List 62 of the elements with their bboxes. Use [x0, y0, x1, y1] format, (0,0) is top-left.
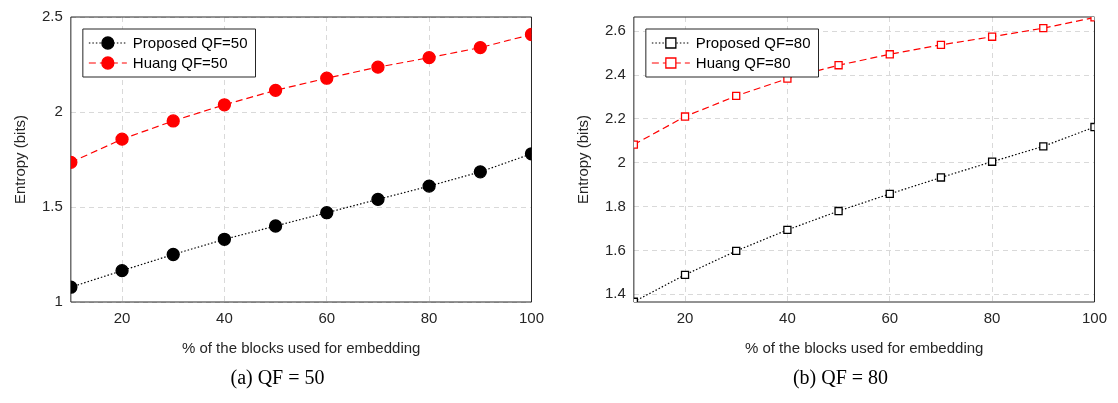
y-tick-label: 2.4 [604, 65, 626, 83]
x-tick-label: 60 [880, 309, 898, 327]
x-axis-title: % of the blocks used for embedding [744, 339, 983, 357]
y-axis-title: Entropy (bits) [573, 114, 591, 205]
point [114, 264, 129, 278]
point [114, 132, 129, 146]
x-tick-label: 100 [518, 309, 544, 327]
point [217, 98, 231, 112]
y-tick-label: 1 [54, 292, 63, 310]
y-tick-label: 1.8 [604, 196, 626, 214]
point [987, 32, 996, 41]
point [473, 40, 487, 55]
point [421, 51, 436, 65]
y-tick-label: 2.5 [41, 7, 63, 25]
y-tick-label: 2.2 [604, 109, 626, 127]
y-tick-label: 1.4 [604, 284, 626, 302]
point [731, 91, 740, 101]
point [217, 232, 231, 246]
point [782, 225, 792, 235]
legend-label: Proposed QF=80 [695, 34, 811, 52]
y-tick-label: 2 [54, 102, 63, 120]
point [166, 114, 180, 128]
point [370, 192, 385, 207]
point [936, 173, 945, 182]
point [936, 40, 945, 50]
x-tick-label: 80 [983, 309, 1000, 327]
point [268, 83, 282, 97]
point [987, 157, 996, 166]
x-tick-label: 20 [113, 309, 130, 327]
point [731, 246, 740, 256]
point [473, 165, 487, 179]
y-tick-label: 1.5 [41, 197, 63, 215]
x-tick-label: 100 [1081, 309, 1107, 327]
point [1038, 24, 1047, 33]
point [319, 71, 333, 85]
x-tick-label: 80 [420, 309, 437, 327]
x-axis-title: % of the blocks used for embedding [181, 339, 420, 357]
point [833, 61, 843, 70]
x-tick-label: 60 [317, 309, 335, 327]
x-tick-label: 40 [215, 309, 233, 327]
y-tick-label: 2.6 [604, 21, 626, 39]
text: (b) QF = 80 [792, 366, 889, 389]
legend-label: Huang QF=50 [132, 54, 228, 72]
point [680, 112, 689, 121]
point [885, 189, 894, 199]
legend-label: Proposed QF=50 [132, 34, 248, 52]
point [680, 270, 689, 279]
point [885, 50, 894, 59]
y-axis-title: Entropy (bits) [10, 114, 28, 205]
point [1038, 142, 1047, 151]
point [370, 60, 385, 74]
y-tick-label: 2 [617, 152, 626, 170]
point [833, 206, 843, 216]
text: (a) QF = 50 [230, 366, 325, 389]
legend-label: Huang QF=80 [695, 54, 791, 72]
x-tick-label: 20 [676, 309, 693, 327]
point [421, 179, 436, 193]
point [319, 206, 333, 220]
x-tick-label: 40 [778, 309, 796, 327]
y-tick-label: 1.6 [604, 240, 626, 258]
point [268, 219, 282, 233]
point [166, 247, 180, 262]
